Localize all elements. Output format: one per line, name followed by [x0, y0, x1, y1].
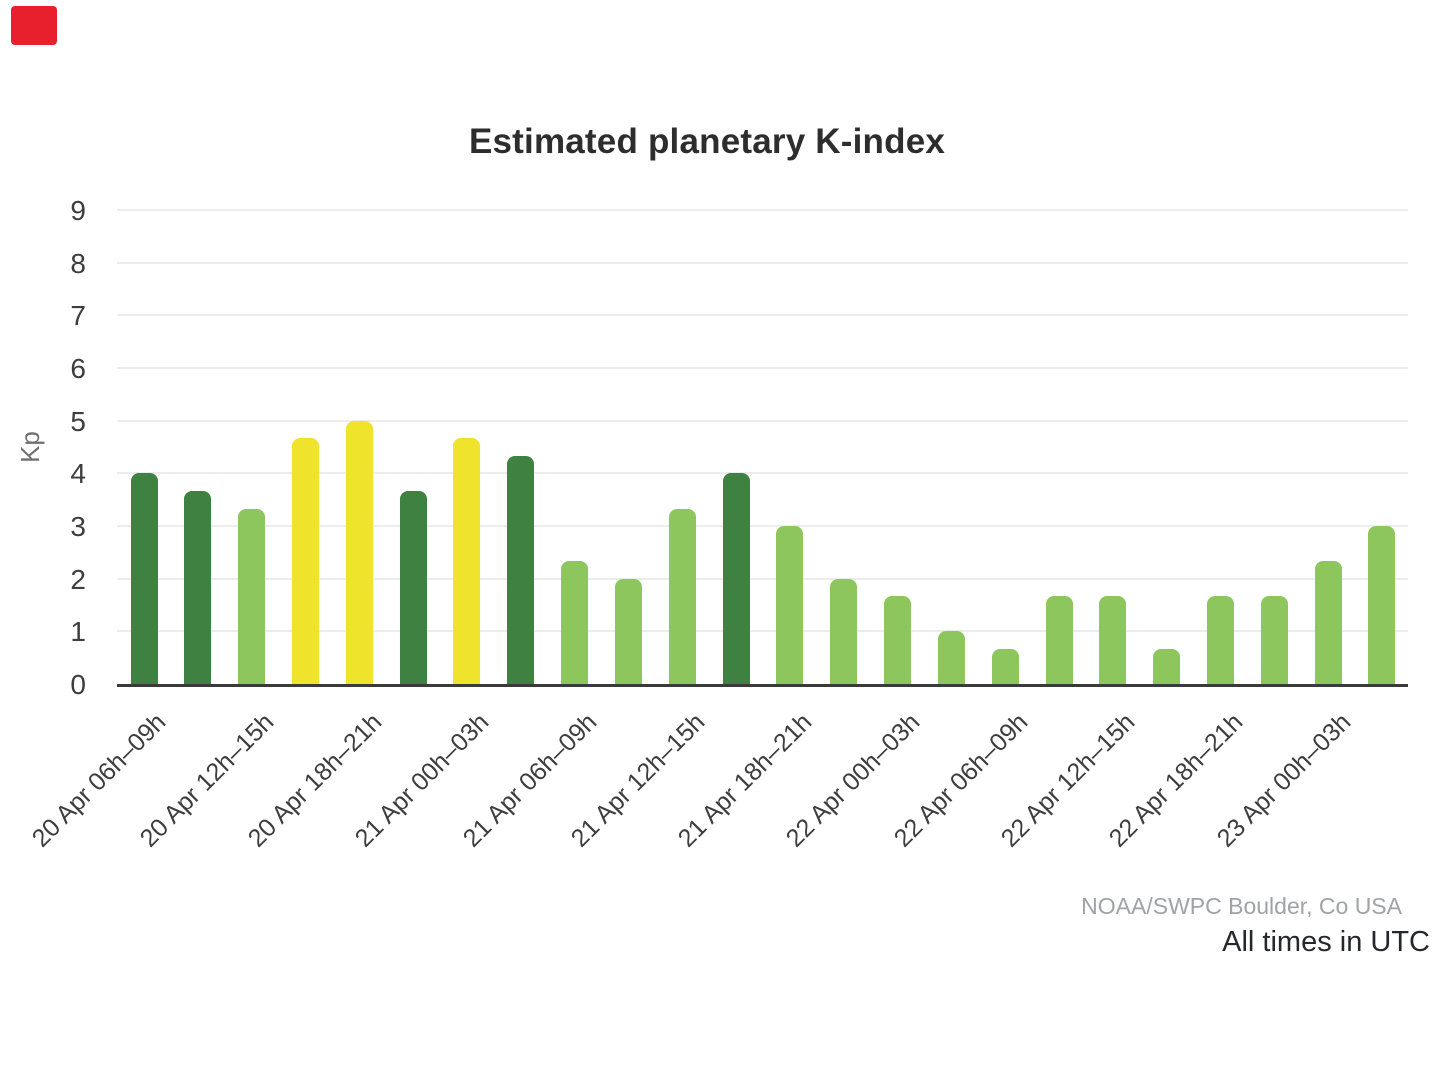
y-tick-label: 2 [70, 563, 86, 595]
y-tick-label: 9 [70, 194, 86, 226]
kp-bar [884, 596, 912, 684]
kp-bar [291, 438, 319, 684]
kp-bar [345, 420, 373, 684]
kp-bar [722, 473, 750, 684]
kp-bar [130, 473, 158, 684]
kp-bar [1314, 561, 1342, 684]
kp-bar [561, 561, 589, 684]
kp-bar [1260, 596, 1288, 684]
kp-bar [453, 438, 481, 684]
gridline-kp-2 [117, 577, 1408, 580]
y-tick-label: 6 [70, 352, 86, 384]
gridline-kp-5 [117, 419, 1408, 422]
kp-bar [830, 578, 858, 684]
y-tick-label: 7 [70, 300, 86, 332]
kp-bar [668, 508, 696, 684]
y-tick-label: 4 [70, 458, 86, 490]
gridline-kp-4 [117, 472, 1408, 475]
y-tick-label: 0 [70, 669, 86, 700]
source-credit: NOAA/SWPC Boulder, Co USA [1081, 893, 1402, 919]
kp-bar [399, 490, 427, 684]
kp-bar [1153, 648, 1181, 684]
gridline-kp-8 [117, 261, 1408, 264]
kp-bar [1045, 596, 1073, 684]
kp-bar [238, 508, 266, 684]
gridline-kp-3 [117, 524, 1408, 527]
kp-bar [184, 490, 212, 684]
gridline-kp-6 [117, 366, 1408, 369]
gridline-kp-1 [117, 630, 1408, 633]
kp-bar [507, 455, 535, 684]
chart-title: Estimated planetary K-index [468, 122, 946, 161]
kp-bar [991, 648, 1019, 684]
kp-bar [614, 578, 642, 684]
y-tick-label: 8 [70, 247, 86, 279]
kp-bar [1207, 596, 1235, 684]
y-tick-label: 5 [70, 405, 86, 437]
kp-bar [1099, 596, 1127, 684]
gridline-kp-7 [117, 314, 1408, 317]
y-tick-label: 3 [70, 510, 86, 542]
y-tick-label: 1 [70, 616, 86, 648]
red-indicator-badge [11, 6, 57, 45]
utc-note: All times in UTC [1222, 926, 1430, 958]
kp-bar [776, 525, 804, 684]
gridline-kp-9 [117, 208, 1408, 211]
x-axis-line [117, 684, 1408, 687]
kp-bar [1368, 525, 1396, 684]
kp-bar [937, 631, 965, 684]
